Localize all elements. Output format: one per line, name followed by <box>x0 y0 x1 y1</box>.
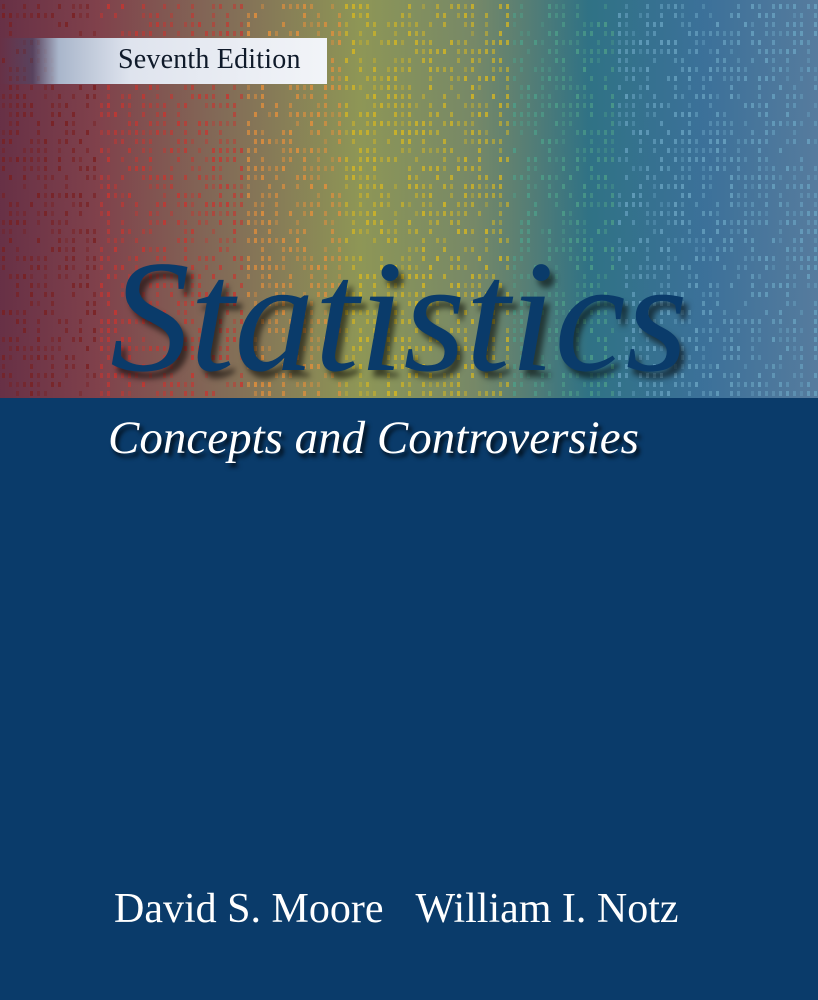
edition-label: Seventh Edition <box>118 44 301 75</box>
digit-pattern-band <box>0 0 818 398</box>
author-name: David S. Moore <box>114 886 384 932</box>
author-name: William I. Notz <box>415 886 679 932</box>
edition-banner <box>0 38 327 84</box>
cover-blue-panel <box>0 398 818 1000</box>
author-line: David S. Moore William I. Notz <box>114 884 814 934</box>
book-title: Statistics <box>110 227 688 405</box>
book-subtitle: Concepts and Controversies <box>108 412 639 464</box>
